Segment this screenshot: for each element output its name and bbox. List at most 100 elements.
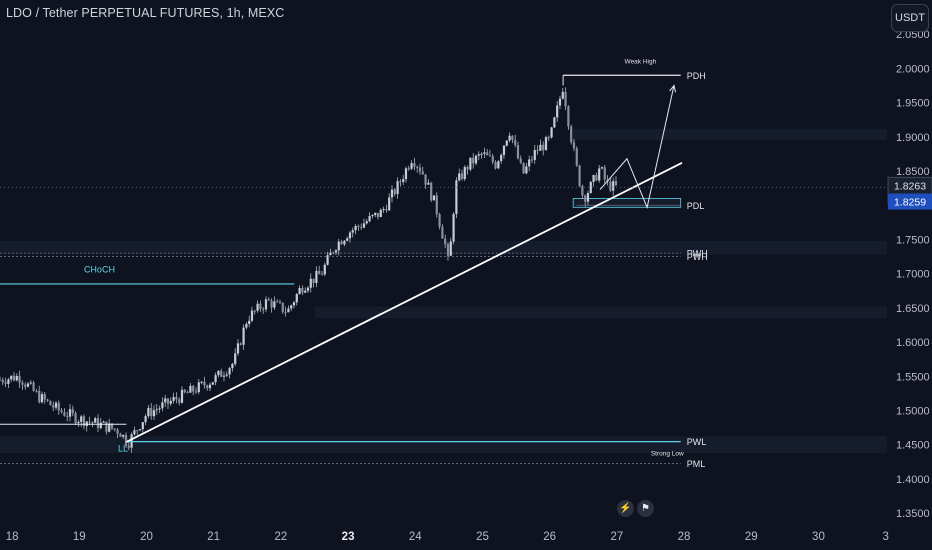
candle-body — [455, 180, 458, 214]
candle-body — [225, 374, 228, 376]
candle-body — [147, 407, 150, 417]
level-label-pwh: PWH — [687, 249, 708, 259]
candle-body — [343, 240, 346, 245]
x-tick-label: 18 — [6, 531, 19, 543]
candle-body — [267, 299, 270, 301]
candle-body — [18, 375, 21, 383]
zone-box — [0, 436, 887, 453]
candle-body — [418, 167, 422, 172]
candle-body — [7, 379, 10, 384]
level-label-pdh: PDH — [687, 71, 706, 81]
candle-body — [52, 405, 55, 408]
candle-body — [362, 223, 366, 228]
candle-body — [276, 301, 279, 303]
zone-box — [573, 128, 887, 141]
candle-body — [91, 422, 94, 424]
candle-body — [1, 379, 4, 383]
currency-button[interactable]: USDT — [891, 4, 929, 32]
candle-body — [197, 382, 200, 393]
trendline-group — [0, 84, 887, 443]
candle-body — [130, 434, 133, 448]
candle-body — [348, 232, 352, 239]
candle-body — [155, 409, 158, 411]
projection-arrowhead — [669, 84, 677, 93]
candle-body — [399, 181, 402, 183]
candle-body — [550, 127, 553, 138]
candle-body — [127, 445, 130, 448]
y-tick-label: 1.7500 — [896, 234, 930, 246]
candle-body — [592, 175, 595, 182]
candle-body — [110, 423, 114, 429]
candle-body — [505, 140, 508, 146]
candle-body — [410, 163, 413, 169]
candle-body — [208, 384, 212, 389]
candle-body — [180, 389, 184, 403]
flag-icon[interactable]: ⚑ — [637, 500, 654, 517]
candle-body — [262, 309, 265, 311]
y-tick-label: 2.0000 — [896, 63, 930, 75]
candle-body — [472, 157, 475, 164]
candle-body — [236, 343, 240, 354]
candle-body — [508, 135, 511, 141]
candle-body — [519, 158, 522, 163]
candle-body — [388, 197, 391, 211]
footer-icons: ⚡ ⚑ — [617, 500, 654, 517]
candle-body — [99, 422, 102, 429]
candle-body — [211, 382, 214, 385]
candle-body — [116, 429, 119, 434]
zone-boxes — [0, 128, 887, 453]
candle-body — [206, 385, 209, 389]
candle-body — [578, 165, 581, 187]
candle-body — [368, 216, 371, 222]
candle-body — [203, 381, 206, 386]
candle-body — [161, 402, 164, 409]
candle-body — [581, 186, 584, 196]
candle-body — [152, 410, 156, 417]
candle-body — [449, 241, 452, 256]
candle-body — [214, 375, 217, 383]
candle-body — [105, 421, 108, 432]
current-price-label: 1.8263 — [894, 180, 926, 192]
lightning-icon[interactable]: ⚡ — [617, 500, 634, 517]
candle-body — [270, 300, 273, 308]
candle-body — [164, 398, 167, 403]
candle-body — [413, 163, 416, 167]
candle-body — [108, 423, 111, 432]
candle-body — [326, 255, 329, 265]
candle-body — [250, 310, 254, 321]
candle-body — [598, 168, 601, 181]
candle-body — [228, 368, 231, 375]
candle-body — [612, 181, 615, 191]
candle-body — [488, 155, 492, 157]
candle-body — [318, 270, 321, 275]
candle-body — [474, 155, 478, 164]
candle-body — [15, 375, 18, 381]
candle-body — [10, 375, 13, 380]
candle-body — [124, 434, 128, 446]
candle-body — [539, 144, 542, 151]
candle-body — [570, 126, 573, 143]
candle-body — [354, 225, 357, 231]
candle-body — [477, 154, 480, 156]
candle-body — [304, 290, 307, 293]
x-tick-label: 26 — [543, 531, 556, 543]
candle-body — [421, 171, 424, 175]
x-tick-label: 30 — [812, 531, 825, 543]
candle-body — [572, 142, 576, 149]
pdl-box-outline — [572, 198, 682, 208]
y-tick-label: 2.0500 — [896, 29, 930, 41]
candle-body — [460, 173, 464, 179]
candle-body — [402, 179, 405, 182]
x-tick-label: 29 — [745, 531, 758, 543]
candle-body — [43, 394, 46, 400]
zone-box — [314, 306, 887, 319]
candle-body — [220, 370, 223, 377]
candle-body — [200, 381, 203, 383]
candle-body — [444, 238, 447, 245]
candle-body — [558, 98, 562, 106]
axes: 2.05002.00001.95001.90001.85001.80001.75… — [6, 29, 932, 543]
candle-body — [600, 167, 604, 169]
candle-body — [82, 416, 86, 427]
candle-body — [463, 167, 466, 179]
